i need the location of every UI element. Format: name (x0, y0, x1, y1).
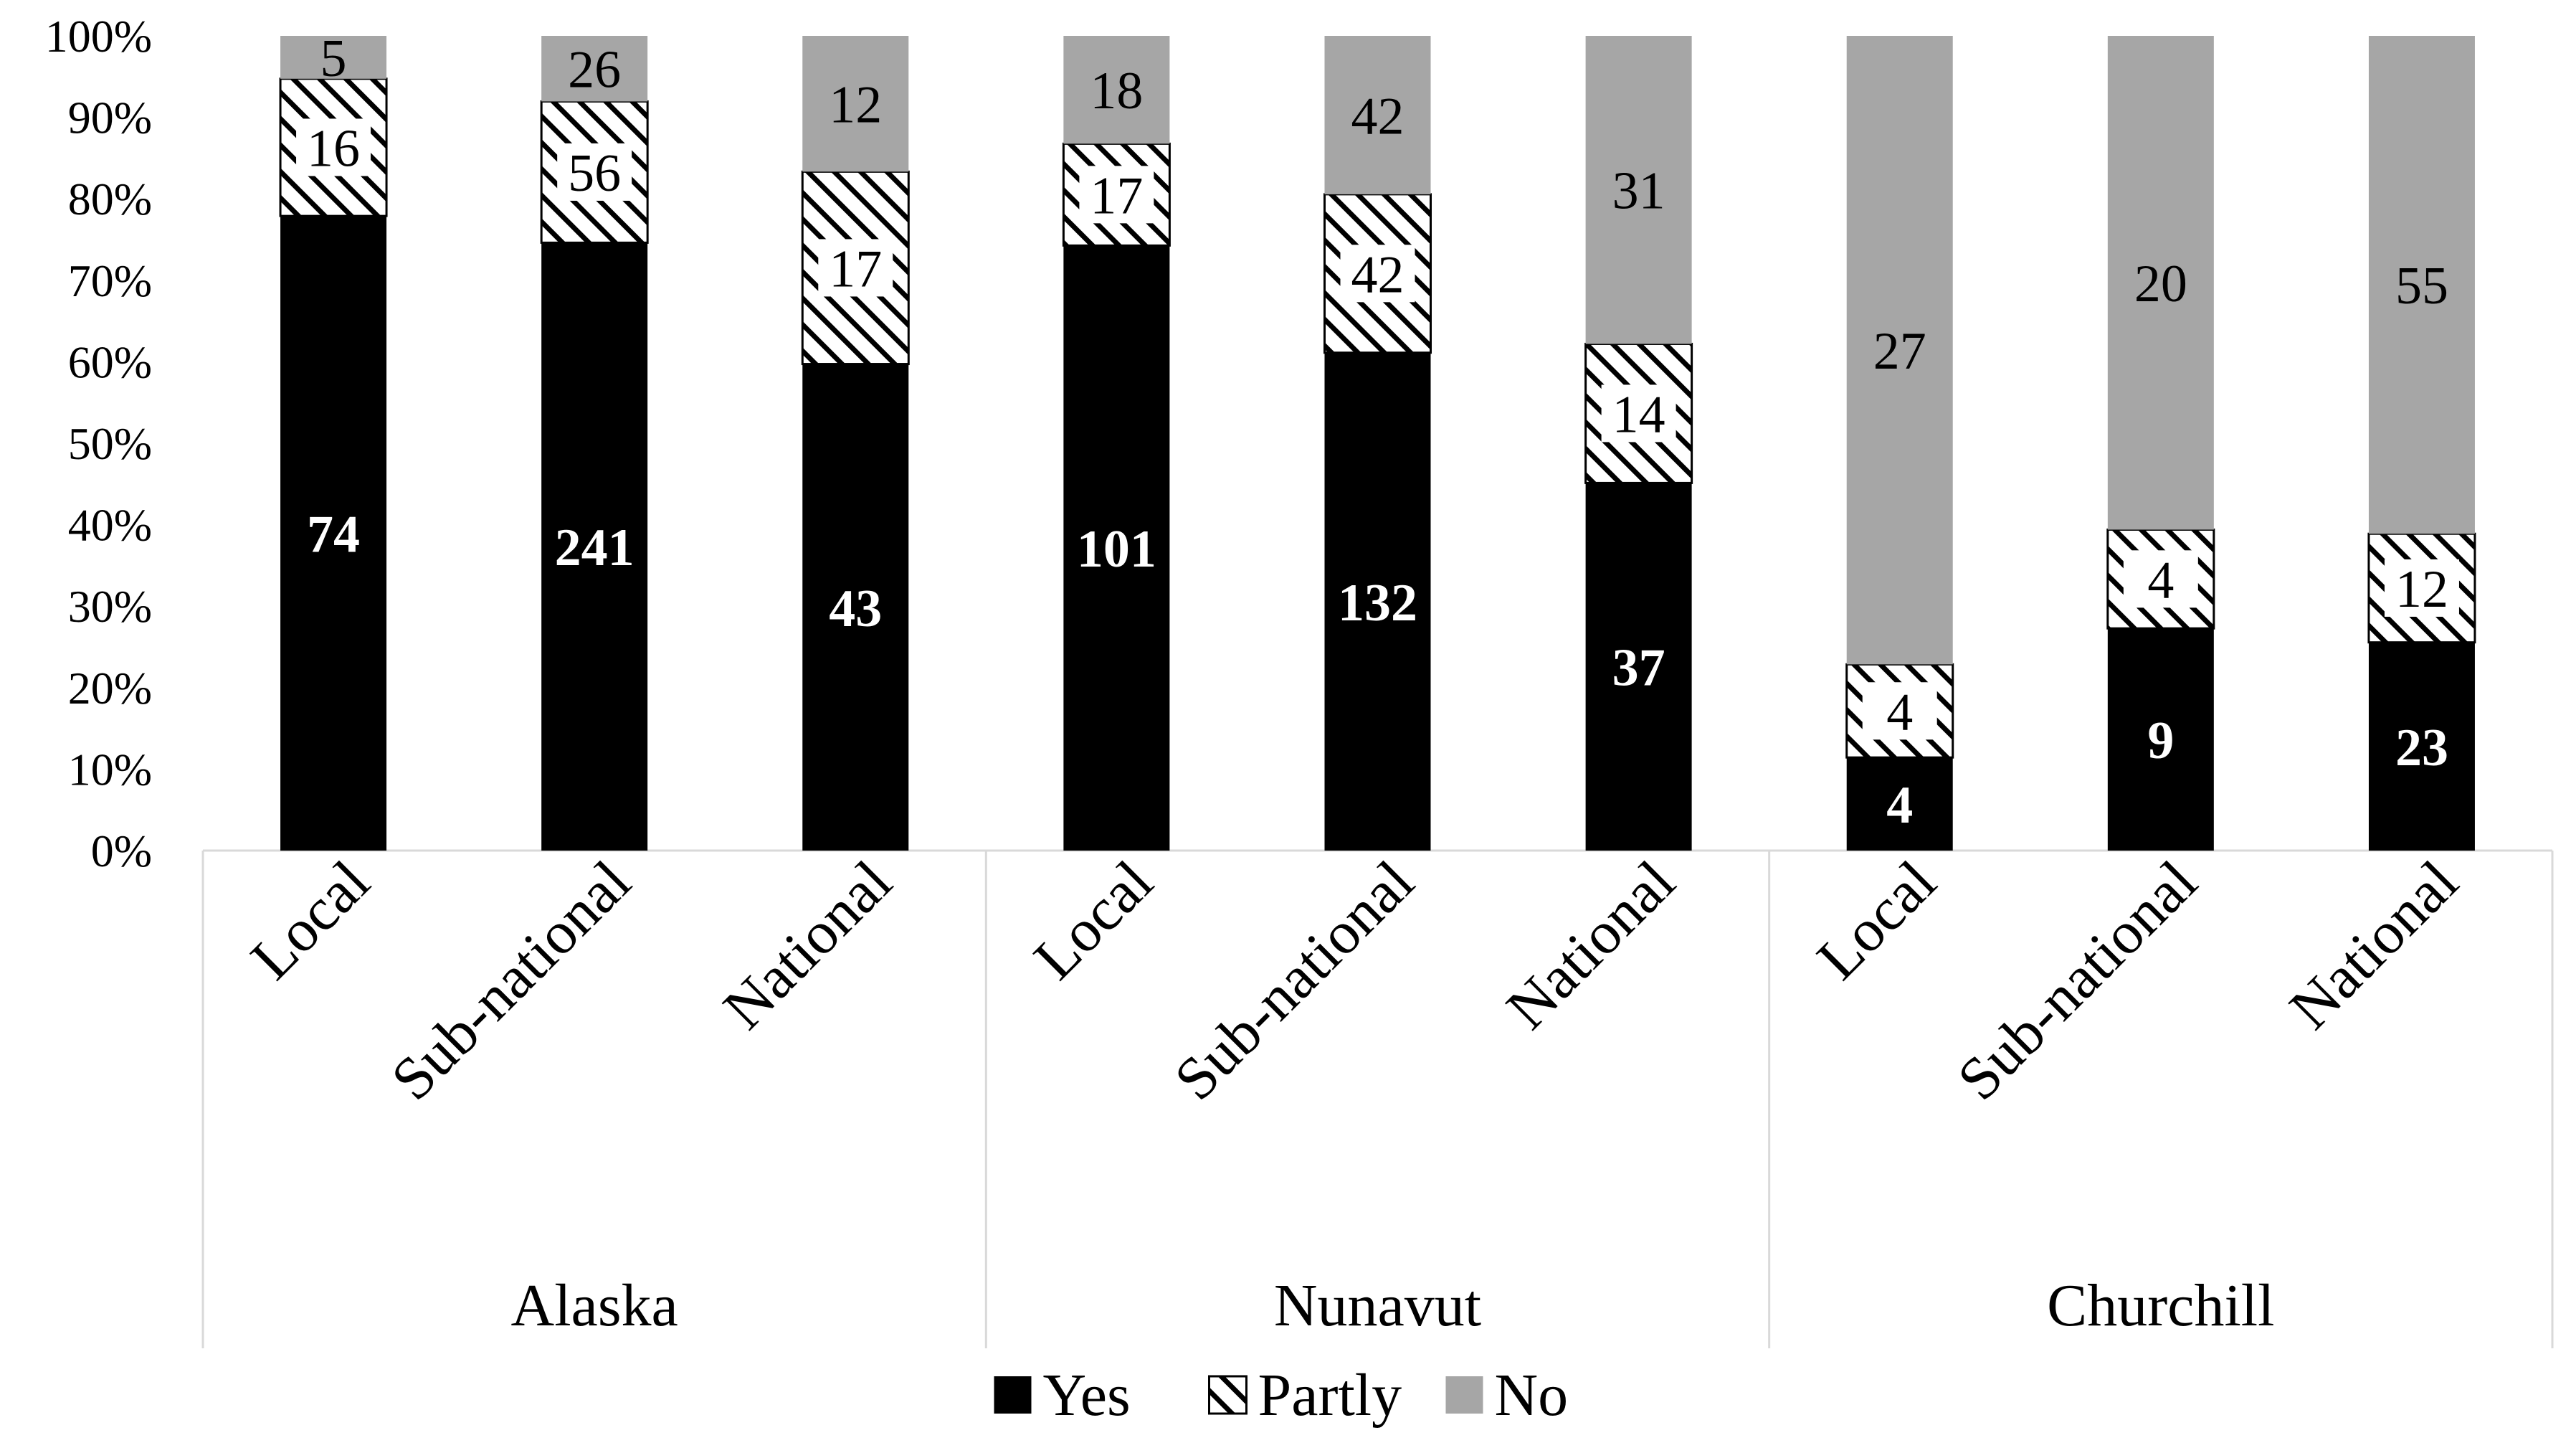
data-label-no: 27 (1873, 322, 1926, 381)
legend-swatch-no (1445, 1376, 1483, 1414)
group-label: Alaska (511, 1272, 678, 1339)
y-tick-label: 100% (45, 11, 152, 62)
bar-segment-yes (2107, 628, 2214, 851)
category-label: National (710, 848, 904, 1042)
data-label-yes: 132 (1338, 574, 1417, 633)
category-label: Sub-national (1162, 848, 1427, 1113)
bar-segment-no (280, 36, 387, 79)
y-tick-label: 40% (68, 500, 152, 551)
bar-segment-yes (541, 242, 648, 851)
y-tick-label: 0% (91, 825, 152, 876)
value-labels: 74 16 5 241 56 26 43 17 12 101 17 18 132 42 42 37 14 31 4 4… (296, 29, 2459, 835)
bar-segment-no (541, 36, 648, 102)
data-label-partly: 17 (1090, 166, 1143, 225)
value-label-background (1862, 682, 1937, 740)
data-label-partly: 12 (2395, 560, 2448, 619)
bar-segment-yes (1585, 483, 1692, 851)
data-label-no: 26 (568, 41, 621, 100)
value-label-background (1601, 384, 1676, 443)
data-label-yes: 23 (2395, 719, 2448, 777)
data-label-partly: 17 (829, 240, 882, 298)
category-label: Sub-national (379, 848, 643, 1113)
data-label-no: 31 (1612, 162, 1665, 221)
value-label-background (296, 118, 371, 176)
data-label-partly: 4 (2147, 551, 2174, 610)
data-label-yes: 74 (307, 506, 360, 564)
data-label-no: 55 (2395, 257, 2448, 316)
bar-segment-yes (1324, 352, 1431, 851)
data-label-yes: 9 (2147, 711, 2174, 770)
y-tick-label: 30% (68, 581, 152, 632)
value-label-background (2123, 550, 2198, 608)
y-tick-label: 10% (68, 744, 152, 795)
data-label-no: 5 (320, 29, 347, 88)
data-label-yes: 4 (1886, 776, 1913, 835)
data-label-yes: 241 (555, 519, 635, 577)
data-label-yes: 37 (1612, 639, 1665, 698)
y-tick-label: 60% (68, 336, 152, 387)
bar-segment-no (1585, 36, 1692, 344)
data-label-partly: 56 (568, 144, 621, 203)
bar-segment-yes (1063, 245, 1170, 851)
value-label-background (1340, 245, 1415, 303)
bar-segment-yes (280, 216, 387, 851)
y-tick-label: 70% (68, 255, 152, 306)
bar-segment-yes (2368, 642, 2475, 851)
data-label-partly: 16 (307, 119, 360, 178)
category-label: Local (239, 848, 383, 993)
category-label: Local (1805, 848, 1949, 993)
bar-segment-no (1063, 36, 1170, 144)
legend-label-yes: Yes (1043, 1362, 1131, 1429)
category-label: National (2277, 848, 2471, 1042)
data-label-no: 42 (1351, 87, 1405, 146)
legend-swatch-yes (994, 1376, 1032, 1414)
data-label-no: 20 (2134, 255, 2187, 313)
bar-segment-yes (802, 364, 909, 851)
category-label: Sub-national (1945, 848, 2210, 1113)
data-label-yes: 101 (1077, 520, 1156, 579)
group-label: Nunavut (1274, 1272, 1481, 1339)
bar-segment-no (1846, 36, 1953, 665)
value-label-background (1079, 166, 1154, 224)
category-label: National (1494, 848, 1688, 1042)
category-label: Local (1022, 848, 1166, 993)
y-tick-label: 80% (68, 174, 152, 224)
data-label-partly: 14 (1612, 385, 1665, 444)
bar-segment-no (2368, 36, 2475, 534)
bar-segment-no (802, 36, 909, 172)
data-label-no: 12 (829, 76, 882, 135)
value-label-background (818, 239, 893, 297)
value-label-background (557, 143, 632, 201)
data-label-partly: 42 (1351, 245, 1405, 304)
data-label-no: 18 (1090, 62, 1143, 120)
value-label-background (2384, 559, 2459, 617)
group-label: Churchill (2047, 1272, 2274, 1339)
y-tick-label: 50% (68, 418, 152, 469)
bar-segment-yes (1846, 757, 1953, 851)
y-tick-label: 20% (68, 663, 152, 714)
legend-swatch-partly (1208, 1375, 1247, 1415)
data-label-partly: 4 (1886, 683, 1913, 742)
legend-label-no: No (1495, 1362, 1569, 1429)
legend-label-partly: Partly (1258, 1362, 1402, 1429)
data-label-yes: 43 (829, 579, 882, 638)
y-tick-label: 90% (68, 93, 152, 143)
bar-segment-no (1324, 36, 1431, 194)
bar-segment-no (2107, 36, 2214, 530)
legend: Yes Partly No (994, 1362, 1569, 1429)
